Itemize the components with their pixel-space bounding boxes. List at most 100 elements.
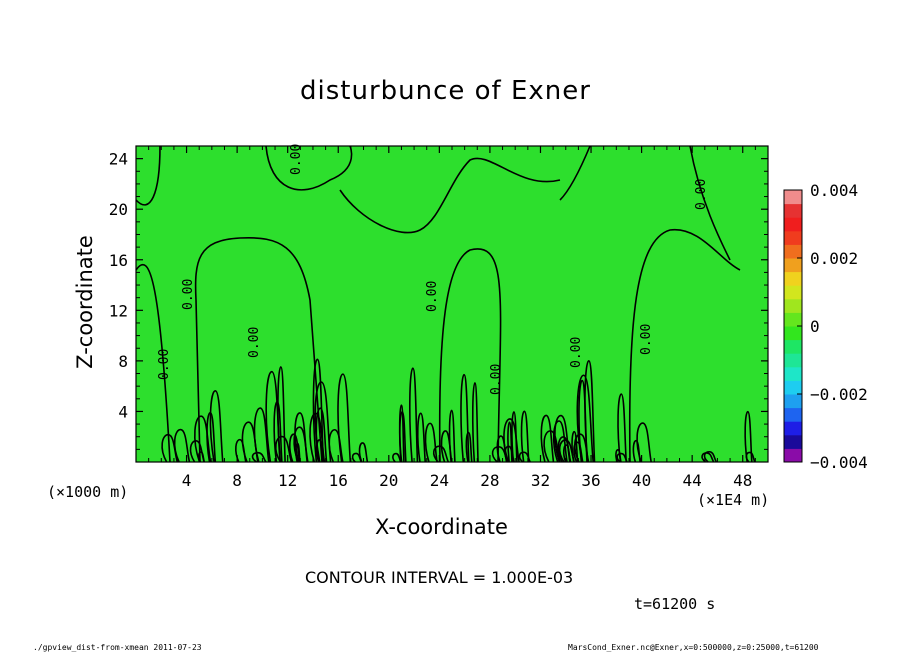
colorbar-segment	[784, 366, 802, 381]
contour-line	[628, 229, 741, 463]
contour-line	[689, 145, 731, 261]
contour-line	[251, 451, 267, 463]
colorbar-segment	[784, 421, 802, 436]
contour-label: 0.00	[694, 179, 709, 210]
x-axis-label: X-coordinate	[375, 515, 508, 539]
colorbar: 0.004 0.002 0 −0.002 −0.004	[783, 181, 868, 472]
contour-line	[275, 435, 293, 463]
contour-line	[398, 404, 405, 463]
colorbar-segment	[784, 285, 802, 300]
colorbar-segment	[784, 271, 802, 286]
colorbar-segment	[784, 230, 802, 245]
contour-label: 0.00	[247, 327, 262, 358]
y-tick-label: 12	[109, 301, 128, 320]
colorbar-segment	[784, 339, 802, 354]
contour-line	[557, 436, 572, 463]
contour-line	[194, 415, 212, 463]
field-area	[136, 146, 768, 462]
colorbar-tick-label: 0	[810, 317, 820, 336]
contour-label: 0.00	[639, 324, 654, 355]
contour-line	[351, 452, 362, 463]
colorbar-tick-label: −0.002	[810, 385, 868, 404]
x-tick-label: 8	[232, 471, 242, 490]
x-tick-label: 36	[581, 471, 600, 490]
footer-right: MarsCond_Exner.nc@Exner,x=0:500000,z=0:2…	[568, 643, 819, 652]
contour-line	[448, 409, 456, 463]
contour-line	[540, 414, 555, 463]
time-label: t=61200 s	[634, 595, 716, 613]
contour-line	[552, 420, 568, 463]
contour-line	[617, 393, 628, 463]
contour-line	[337, 373, 352, 463]
contour-line	[277, 366, 286, 463]
x-tick-label: 12	[278, 471, 297, 490]
contour-line	[339, 157, 561, 234]
contour-line	[465, 431, 473, 463]
colorbar-segment	[784, 312, 802, 327]
contour-line	[616, 452, 628, 463]
colorbar-segment	[784, 203, 802, 218]
contour-line	[745, 451, 756, 463]
colorbar-segment	[784, 326, 802, 341]
contour-line	[358, 442, 369, 463]
contour-line	[559, 145, 591, 201]
colorbar-tick-label: −0.004	[810, 453, 868, 472]
x-tick-label: 44	[683, 471, 702, 490]
contour-line	[293, 426, 309, 463]
contour-label: 0.00	[489, 364, 504, 395]
contour-line	[615, 449, 622, 463]
y-tick-label: 4	[118, 402, 128, 421]
contour-line	[576, 374, 595, 463]
contour-line	[744, 410, 753, 463]
x-tick-label: 32	[531, 471, 550, 490]
contour-line	[312, 358, 325, 463]
contour-label: 0.00	[181, 279, 196, 310]
contour-line	[135, 145, 161, 206]
x-tick-label: 4	[182, 471, 192, 490]
x-unit-right: (×1E4 m)	[697, 491, 770, 509]
contour-line	[438, 248, 502, 463]
colorbar-segment	[784, 394, 802, 409]
contour-line	[173, 428, 191, 463]
colorbar-tick-label: 0.002	[810, 249, 858, 268]
y-tick-label: 8	[118, 352, 128, 371]
contour-line	[511, 411, 518, 463]
colorbar-segment	[784, 244, 802, 259]
contour-label: 0.00	[157, 349, 172, 380]
colorbar-segment	[784, 448, 802, 463]
contour-label: 0.00	[289, 144, 304, 175]
x-tick-label: 16	[329, 471, 348, 490]
contour-line	[241, 421, 259, 463]
colorbar-segment	[784, 380, 802, 395]
y-axis-label: Z-coordinate	[73, 235, 97, 369]
field-fill	[136, 146, 768, 462]
contour-line	[135, 263, 171, 463]
contour-line	[424, 422, 438, 463]
footer-left: ./gpview_dist-from-xmean 2011-07-23	[33, 643, 202, 652]
y-tick-label: 16	[109, 251, 128, 270]
colorbar-segment	[784, 217, 802, 232]
contour-line	[194, 236, 323, 463]
x-tick-label: 40	[632, 471, 651, 490]
colorbar-segment	[784, 353, 802, 368]
colorbar-segment	[784, 258, 802, 273]
contour-line	[584, 360, 596, 463]
x-tick-label: 48	[733, 471, 752, 490]
contour-line	[209, 390, 224, 463]
chart-title: disturbunce of Exner	[300, 76, 591, 106]
contour-label: 0.00	[425, 281, 440, 312]
contour-line	[416, 412, 427, 463]
contour-line	[392, 452, 402, 463]
colorbar-segment	[784, 190, 802, 205]
contour-line	[520, 410, 530, 463]
contour-line	[314, 381, 332, 463]
contour-line	[636, 422, 652, 463]
contour-line	[574, 433, 590, 463]
colorbar-segment	[784, 434, 802, 449]
colorbar-tick-label: 0.004	[810, 181, 858, 200]
colorbar-segment	[784, 298, 802, 313]
contour-line	[408, 367, 419, 463]
contour-line	[460, 373, 470, 463]
x-unit-left: (×1000 m)	[47, 483, 129, 501]
